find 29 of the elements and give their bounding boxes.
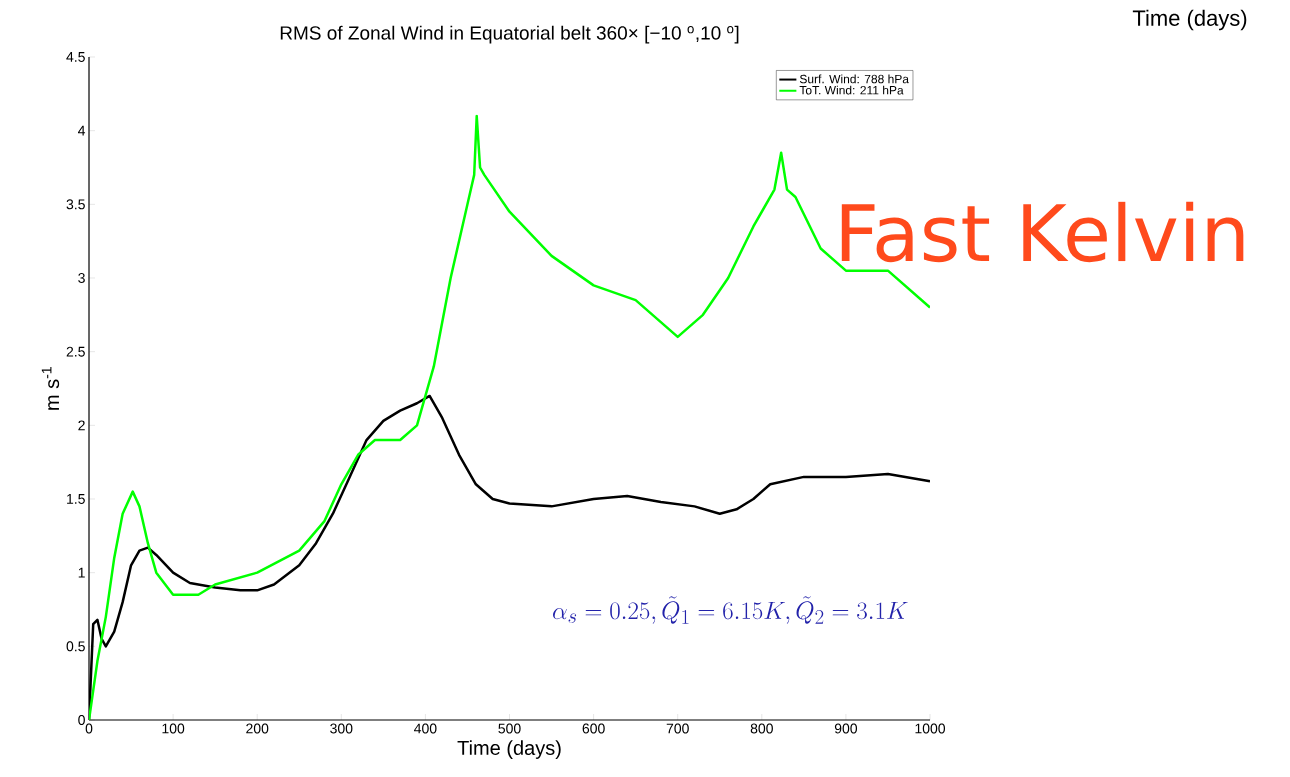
x-tick-label: 1000 — [915, 723, 946, 734]
x-tick-label: 500 — [498, 723, 521, 734]
chart-title: RMS of Zonal Wind in Equatorial belt 360× [−10 $^{o}$,10 $^{o}$] — [280, 25, 739, 44]
y-axis-title: m s$^{-1}$ — [41, 367, 60, 410]
x-tick-label: 300 — [330, 723, 353, 734]
x-tick-label: 0 — [85, 723, 93, 734]
y-tick-label: 4.5 — [66, 52, 85, 62]
x-tick-label: 900 — [834, 723, 858, 734]
annotation: $\alpha_s = 0.25, \tilde{Q}_1 = 6.15K, \tilde{Q}_2 = 3.1K$ — [553, 596, 908, 624]
x-tick-label: 800 — [750, 723, 773, 734]
y-tick-label: 2 — [78, 420, 85, 431]
x-tick-label: 100 — [162, 723, 185, 734]
annotation: Fast Kelvin — [841, 201, 1244, 263]
x-tick-label: 700 — [666, 723, 689, 734]
y-tick-label: 3 — [78, 273, 85, 283]
y-tick-label: 0.5 — [66, 641, 85, 652]
x-axis-title: Time (days) — [457, 740, 561, 759]
y-tick-label: 1.5 — [67, 494, 85, 504]
y-tick-label: 2.5 — [66, 346, 85, 357]
legend-label: Surf. Wind: 788 hPa — [799, 74, 909, 84]
y-tick-label: 0 — [78, 715, 85, 725]
x-tick-label: 200 — [246, 723, 269, 734]
y-tick-label: 4 — [78, 125, 86, 136]
y-tick-label: 3.5 — [66, 199, 85, 210]
text: Time (days) — [1132, 9, 1247, 31]
legend-label: ToT. Wind: 211 hPa — [799, 85, 904, 95]
x-tick-label: 400 — [414, 723, 437, 734]
y-tick-label: 1 — [78, 567, 85, 578]
x-tick-label: 600 — [582, 723, 605, 734]
